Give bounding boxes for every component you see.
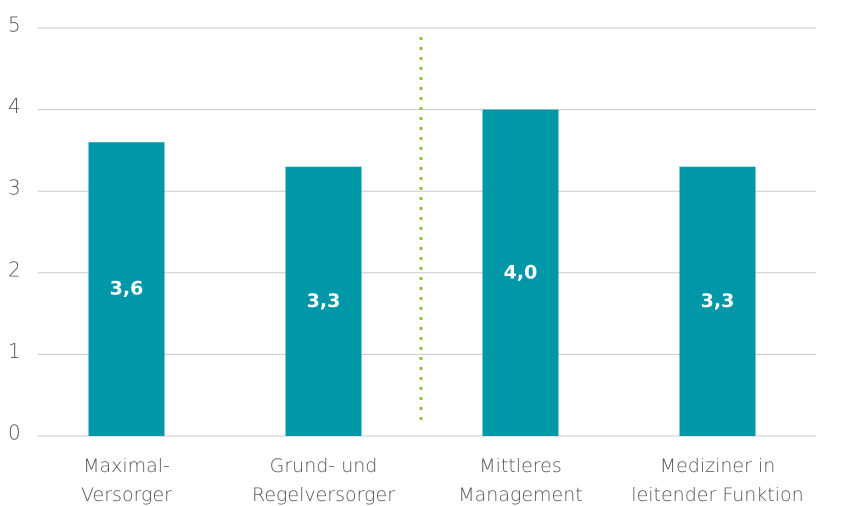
x-tick-label: Maximal- Versorger bbox=[81, 455, 172, 506]
y-tick-label: 1 bbox=[8, 339, 21, 363]
value-label: 3,3 bbox=[701, 290, 735, 312]
y-tick-label: 2 bbox=[8, 257, 21, 281]
value-label: 4,0 bbox=[504, 261, 538, 283]
x-tick-label: Grund- und Regelversorger bbox=[251, 455, 396, 506]
y-tick-label: 0 bbox=[8, 421, 21, 445]
bar bbox=[285, 166, 362, 436]
bar bbox=[679, 166, 756, 436]
value-label: 3,6 bbox=[110, 278, 144, 300]
value-label: 3,3 bbox=[307, 290, 341, 312]
bar bbox=[482, 109, 559, 436]
y-tick-label: 5 bbox=[8, 13, 21, 37]
y-tick-label: 4 bbox=[8, 94, 21, 118]
bar bbox=[88, 142, 165, 437]
x-tick-label: Mittleres Management bbox=[458, 455, 583, 506]
y-tick-label: 3 bbox=[8, 176, 21, 200]
x-tick-label: Mediziner in leitender Funktion bbox=[631, 455, 804, 506]
